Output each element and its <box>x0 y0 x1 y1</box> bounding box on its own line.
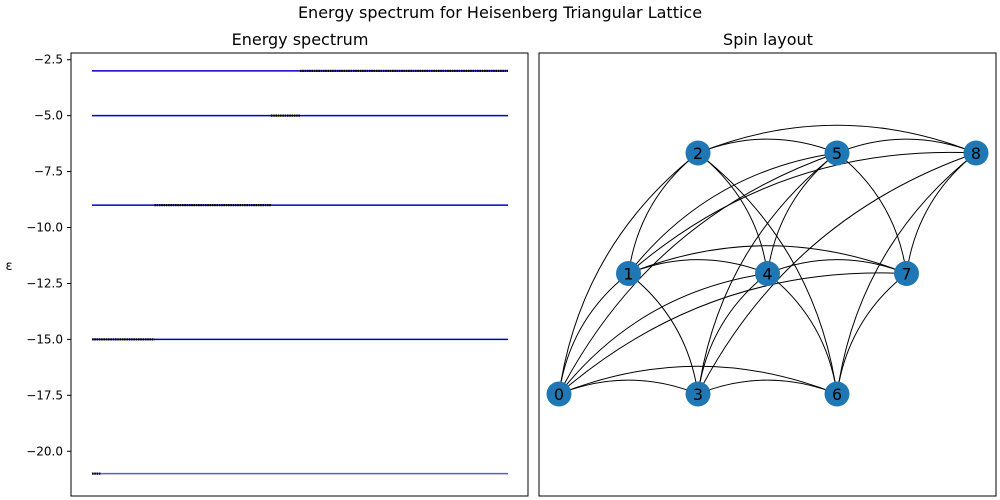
spectrum-axes-frame <box>70 52 529 497</box>
spin-node-label: 6 <box>832 385 842 404</box>
figure-suptitle: Energy spectrum for Heisenberg Triangula… <box>298 3 702 22</box>
spin-edge <box>628 152 838 274</box>
spin-edge <box>767 273 838 395</box>
spin-edge <box>697 273 768 395</box>
spin-edge <box>836 138 977 154</box>
spin-edge <box>767 259 907 274</box>
spin-edge <box>697 138 838 154</box>
spin-node <box>894 261 919 286</box>
spin-edge <box>836 152 907 274</box>
y-tick-label: −10.0 <box>26 221 63 235</box>
spin-node <box>616 261 641 286</box>
spin-edge <box>558 273 768 395</box>
spin-edge <box>697 152 838 395</box>
spin-edge <box>697 379 838 395</box>
spin-edge <box>697 124 977 154</box>
spin-edge <box>558 379 699 395</box>
spin-edge <box>906 152 977 274</box>
spin-edge <box>697 152 838 395</box>
spectrum-y-axis: −2.5 −5.0 −7.5 −10.0 −12.5 −15.0 −17.5 −20.0 <box>26 53 71 458</box>
spin-edge <box>558 365 838 395</box>
spin-edge <box>836 273 907 395</box>
spin-node <box>685 140 711 166</box>
spectrum-ylabel: ε <box>5 259 12 274</box>
spin-edge <box>628 245 907 274</box>
spin-node <box>546 381 572 407</box>
spin-edge <box>836 152 977 395</box>
layout-axes-frame <box>538 52 997 497</box>
spin-edge <box>558 273 629 395</box>
y-tick-label: −5.0 <box>34 109 63 123</box>
layout-nodes: 0 1 2 3 4 5 6 7 8 <box>546 140 989 407</box>
spin-node-label: 3 <box>693 385 703 404</box>
spin-edge <box>697 152 768 274</box>
y-tick-label: −7.5 <box>34 165 63 179</box>
spin-node <box>685 381 711 407</box>
spin-edge <box>628 273 699 395</box>
spin-edge <box>558 272 907 395</box>
layout-edges <box>558 124 977 395</box>
spin-node-label: 5 <box>832 144 842 163</box>
y-tick-label: −12.5 <box>26 276 63 290</box>
spin-edge <box>697 152 977 395</box>
spin-edge <box>628 152 699 274</box>
spin-node-label: 7 <box>901 265 911 284</box>
y-tick-label: −20.0 <box>26 444 63 458</box>
y-tick-label: −17.5 <box>26 388 63 402</box>
spin-node <box>824 381 850 407</box>
spin-node <box>824 140 850 166</box>
spin-node <box>963 140 989 166</box>
y-tick-label: −15.0 <box>26 332 63 346</box>
spin-node <box>755 261 780 286</box>
spectrum-plot <box>92 69 508 475</box>
spin-edge <box>558 152 699 395</box>
spin-edge <box>767 152 838 274</box>
spin-node-label: 2 <box>693 144 703 163</box>
y-tick-label: −2.5 <box>34 53 63 67</box>
spin-edge <box>628 151 977 274</box>
spin-node-label: 4 <box>762 265 772 284</box>
layout-title: Spin layout <box>723 30 813 49</box>
spin-node-label: 8 <box>971 144 981 163</box>
spin-node-label: 0 <box>554 385 564 404</box>
spin-edge <box>558 152 838 395</box>
spectrum-title: Energy spectrum <box>232 30 369 49</box>
spin-node-label: 1 <box>623 265 633 284</box>
spin-edge <box>628 259 768 274</box>
